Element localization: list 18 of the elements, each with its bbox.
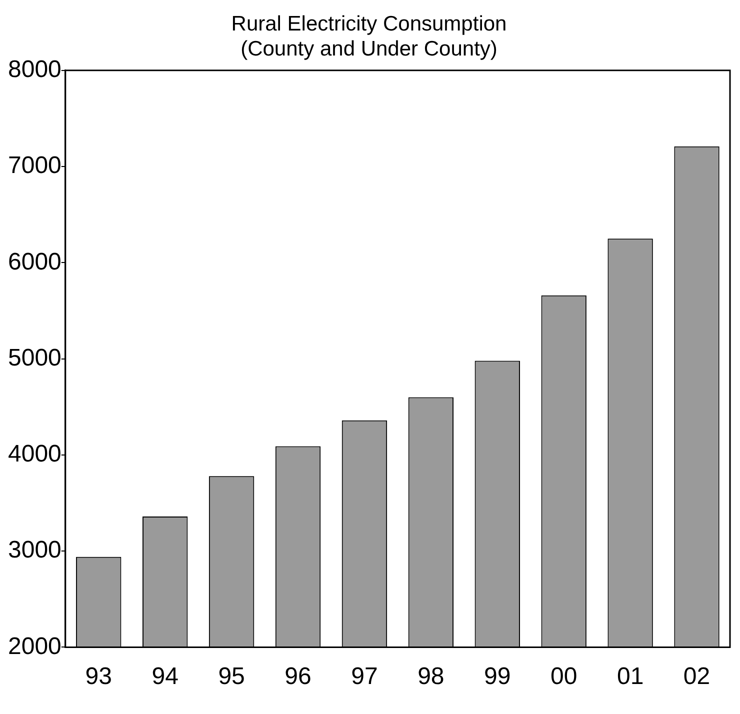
x-tick-label: 93 [85, 663, 112, 690]
x-tick-label: 98 [418, 663, 444, 690]
y-tick-label: 5000 [8, 344, 62, 372]
y-tick-label: 2000 [8, 632, 62, 660]
x-tick-label: 02 [683, 663, 710, 690]
x-tick-label: 94 [152, 663, 178, 690]
x-tick-label: 00 [550, 663, 578, 690]
y-tick-label: 8000 [8, 56, 62, 84]
y-tick-label: 4000 [8, 440, 62, 468]
x-tick-label: 01 [616, 663, 644, 690]
chart-title: Rural Electricity Consumption (County and Under County) [231, 12, 507, 61]
y-tick-label: 6000 [8, 248, 62, 276]
y-tick-label: 3000 [8, 536, 62, 564]
x-tick-label: 96 [284, 663, 312, 690]
x-tick-label: 97 [351, 663, 378, 690]
y-tick-label: 7000 [8, 152, 62, 180]
x-tick-label: 95 [218, 663, 245, 690]
x-tick-label: 99 [484, 663, 511, 690]
